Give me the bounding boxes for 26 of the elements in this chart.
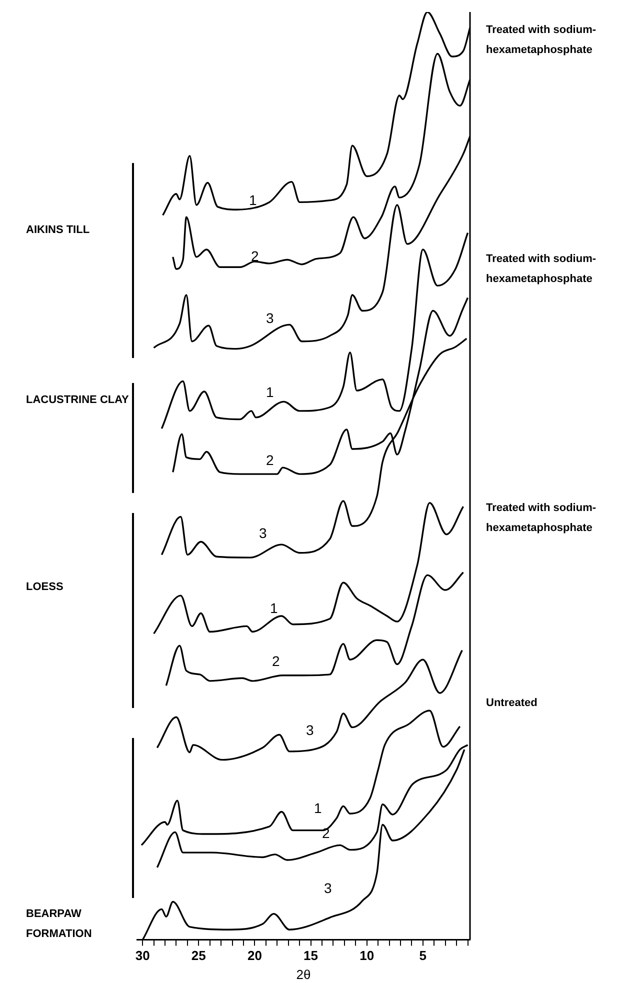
annotation: 1 xyxy=(314,799,323,818)
annotation: 1 xyxy=(249,191,258,210)
annotation: 3 xyxy=(324,879,333,898)
annotation: 3 xyxy=(266,309,275,328)
text: Treated with sodium-hexametaphosphate xyxy=(486,23,598,58)
annotation: 2 xyxy=(272,652,281,671)
annotation: 2 xyxy=(251,247,260,266)
text: LACUSTRINE CLAY xyxy=(26,393,130,408)
x-tick-label: 15 xyxy=(304,948,318,964)
annotation: 3 xyxy=(306,721,315,740)
x-tick-label: 5 xyxy=(419,948,427,964)
annotation: 2 xyxy=(266,451,275,470)
x-tick-label: 30 xyxy=(135,948,150,964)
text: LOESS xyxy=(26,580,64,595)
x-tick-label: 25 xyxy=(191,948,206,964)
x-tick-label: 10 xyxy=(360,948,374,964)
x-axis-title: 2θ xyxy=(296,966,311,982)
annotation: 3 xyxy=(259,524,268,543)
annotation: 1 xyxy=(266,383,275,402)
text: Treated with sodium-hexametaphosphate xyxy=(486,501,598,536)
text: Treated with sodium-hexametaphosphate xyxy=(486,252,598,287)
text: Untreated xyxy=(486,696,538,711)
text: BEARPAW FORMATION xyxy=(26,907,93,942)
text: AIKINS TILL xyxy=(26,223,91,238)
x-tick-label: 20 xyxy=(247,948,262,964)
annotation: 1 xyxy=(270,599,279,618)
